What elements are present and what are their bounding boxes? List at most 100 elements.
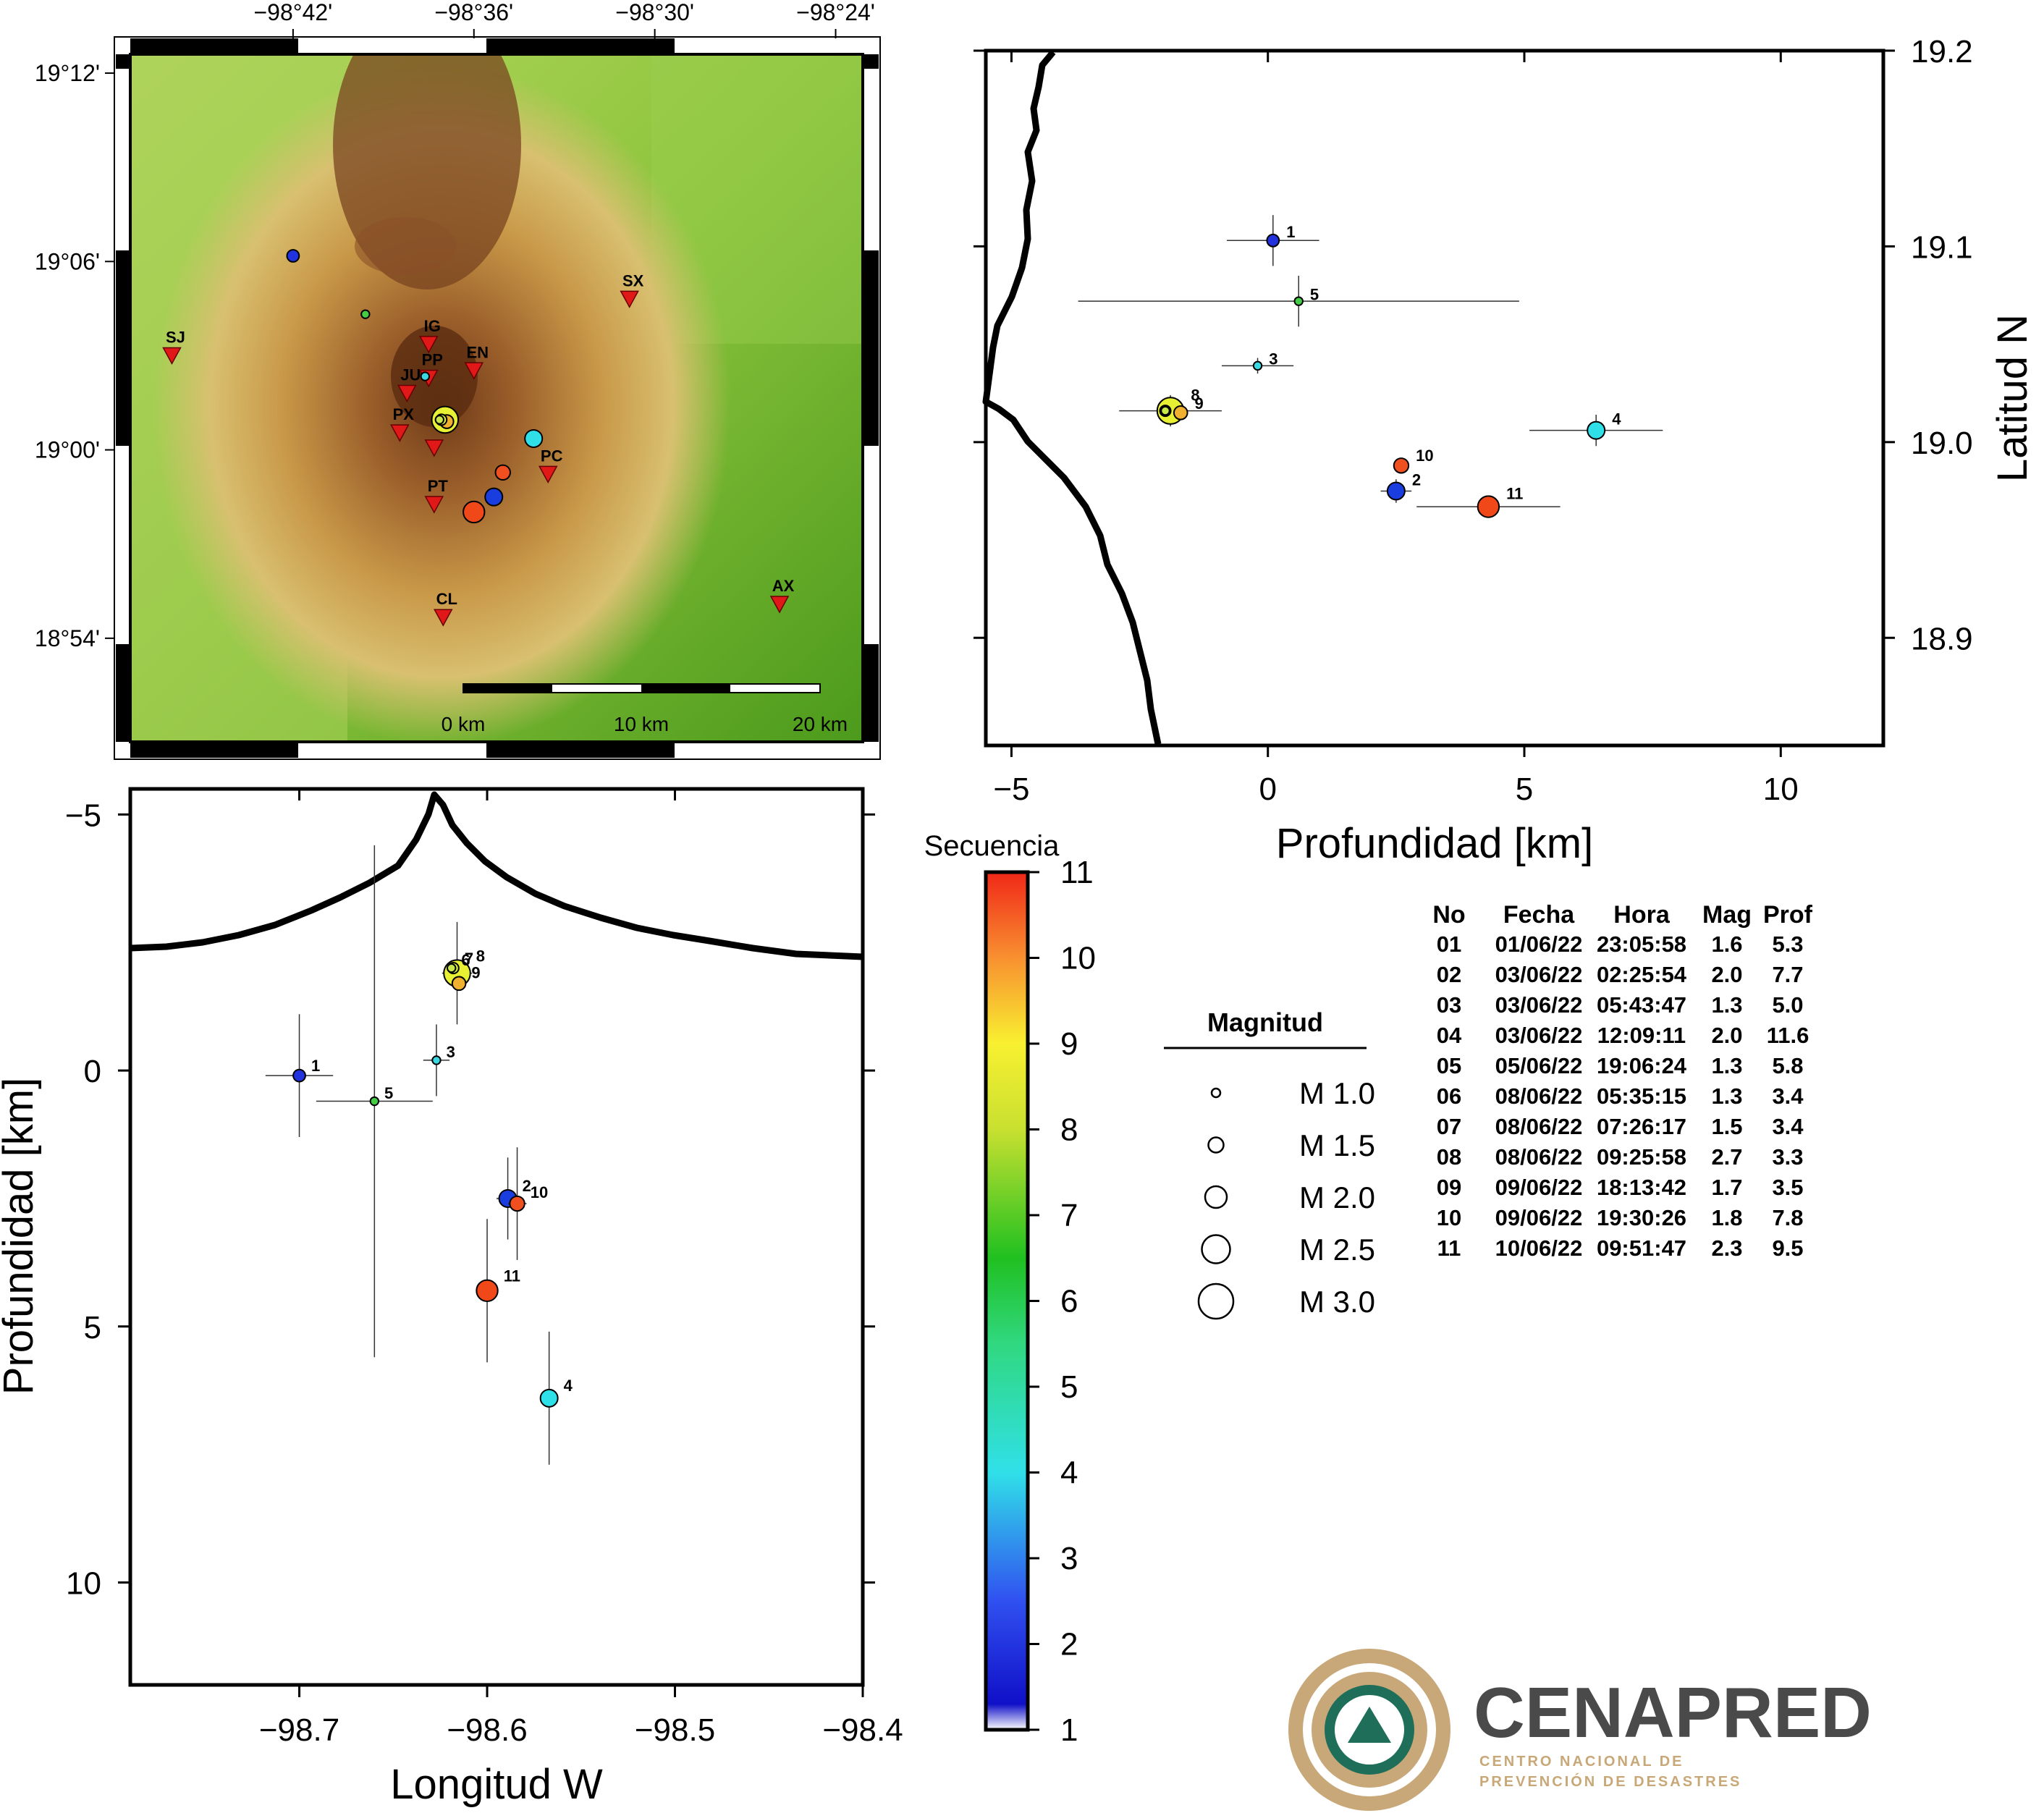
magnitude-legend-label: M 3.0: [1299, 1285, 1375, 1319]
map-left-tick-label: 18°54': [35, 625, 100, 651]
table-cell: 07: [1437, 1114, 1461, 1139]
station-marker-icon: [538, 465, 558, 483]
lat-event-1: [1266, 233, 1280, 248]
scalebar-label-10: 10 km: [614, 713, 669, 735]
lon-event-1: [292, 1068, 306, 1083]
lon-event-label: 6: [461, 951, 470, 969]
lon-event-11: [476, 1279, 499, 1302]
table-cell: 5.8: [1772, 1053, 1803, 1078]
station-marker-icon: [419, 336, 439, 354]
event-table: No Fecha Hora Mag Prof 01 01/06/22 23:05:58 1.6 5…: [1432, 901, 1812, 1261]
map-event-6: [434, 415, 444, 425]
topography-profile-lon: [130, 791, 863, 960]
station-label: CL: [436, 590, 457, 608]
table-cell: 07:26:17: [1597, 1114, 1686, 1139]
lat-ytick-label: 18.9: [1911, 621, 1973, 656]
lat-event-label: 3: [1269, 350, 1278, 368]
magnitude-legend-title: Magnitud: [1207, 1007, 1323, 1037]
lat-event-label: 1: [1286, 223, 1295, 241]
station-label: SX: [622, 271, 644, 290]
lon-event-label: 4: [564, 1377, 573, 1395]
lon-event-label: 5: [384, 1084, 393, 1102]
magnitude-legend-label: M 1.0: [1299, 1076, 1375, 1110]
lat-event-9: [1173, 405, 1188, 421]
magnitude-legend-label: M 1.5: [1299, 1128, 1375, 1162]
lon-ytick-label: −5: [65, 798, 101, 833]
station-marker-icon: [769, 596, 790, 614]
lat-ytick-label: 19.0: [1911, 426, 1973, 461]
table-cell: 09/06/22: [1495, 1205, 1583, 1230]
table-cell: 7.7: [1772, 962, 1803, 987]
magnitude-legend-circle: [1210, 1087, 1222, 1099]
table-cell: 02: [1437, 962, 1461, 987]
table-cell: 1.8: [1711, 1205, 1742, 1230]
lat-ytick-label: 19.2: [1911, 34, 1973, 69]
map-epicenters: [286, 249, 544, 524]
colorbar-tick-label: 4: [1060, 1455, 1078, 1491]
table-header: Prof: [1763, 901, 1813, 929]
magnitude-legend-circle: [1207, 1136, 1225, 1154]
lon-section-depth-ticks: −5 0 5 10: [65, 798, 875, 1602]
map-event-5: [360, 309, 371, 319]
map-event-4: [524, 428, 544, 448]
lon-section-xlabel: Longitud W: [390, 1761, 603, 1808]
lon-event-4: [539, 1388, 559, 1408]
map-left-tick-label: 19°12': [35, 60, 100, 86]
lon-section-longitude-ticks: −98.7 −98.6 −98.5 −98.4: [259, 789, 903, 1748]
table-cell: 08: [1437, 1144, 1461, 1170]
lat-event-6: [1160, 405, 1170, 416]
map-event-11: [463, 500, 486, 524]
table-cell: 08/06/22: [1495, 1114, 1583, 1139]
lon-event-label: 2: [523, 1177, 531, 1195]
lat-event-4: [1587, 421, 1606, 440]
table-cell: 1.6: [1711, 931, 1742, 957]
table-cell: 08/06/22: [1495, 1144, 1583, 1170]
table-cell: 7.8: [1772, 1205, 1803, 1230]
colorbar-title: Secuencia: [924, 830, 1060, 862]
lon-event-label: 1: [311, 1057, 320, 1075]
lat-event-3: [1252, 360, 1263, 371]
lat-event-5: [1293, 296, 1304, 306]
map-left-tick-label: 19°00': [35, 437, 100, 463]
table-cell: 09:51:47: [1597, 1235, 1686, 1261]
table-cell: 03/06/22: [1495, 1023, 1583, 1048]
table-cell: 1.3: [1711, 992, 1742, 1018]
map-top-tick-label: −98°42': [253, 0, 332, 25]
table-cell: 09:25:58: [1597, 1144, 1686, 1170]
scalebar-label-20: 20 km: [793, 713, 848, 735]
table-cell: 03: [1437, 992, 1461, 1018]
lon-event-label: 7: [465, 950, 473, 968]
lat-xtick-label: 5: [1516, 772, 1533, 807]
table-cell: 10/06/22: [1495, 1235, 1583, 1261]
table-cell: 23:05:58: [1597, 931, 1686, 957]
colorbar-tick-label: 5: [1060, 1369, 1078, 1405]
table-cell: 1.5: [1711, 1114, 1742, 1139]
cenapred-name: CENAPRED: [1474, 1673, 1872, 1752]
lat-section-latitude-ticks: 19.2 19.1 19.0 18.9: [974, 34, 1973, 656]
lat-event-2: [1386, 481, 1406, 501]
map-top-tick-label: −98°36': [434, 0, 513, 25]
station-label: PP: [422, 351, 443, 369]
station-label: PC: [541, 447, 563, 465]
colorbar-ticks: 1 2 3 4 5 6 7 8 9 10 11: [1028, 855, 1096, 1748]
map-event-2: [484, 487, 504, 507]
lon-event-label: 3: [447, 1043, 455, 1061]
map-frame-bars: [114, 36, 881, 760]
table-cell: 01: [1437, 931, 1461, 957]
colorbar-tick-label: 7: [1060, 1198, 1078, 1233]
station-label: PX: [393, 405, 415, 423]
map-event-3: [420, 371, 430, 381]
lat-xtick-label: −5: [993, 772, 1029, 807]
table-cell: 02:25:54: [1597, 962, 1687, 987]
station-marker-icon: [162, 347, 182, 365]
table-cell: 2.0: [1711, 962, 1742, 987]
station-label: AX: [772, 577, 795, 595]
lon-event-label: 11: [504, 1267, 520, 1285]
lon-event-6: [447, 963, 457, 973]
station-label: SJ: [166, 328, 185, 346]
station-label: PT: [428, 477, 449, 495]
map-top-tick-label: −98°30': [615, 0, 694, 25]
table-header: Hora: [1613, 901, 1671, 929]
table-cell: 3.4: [1772, 1114, 1804, 1139]
